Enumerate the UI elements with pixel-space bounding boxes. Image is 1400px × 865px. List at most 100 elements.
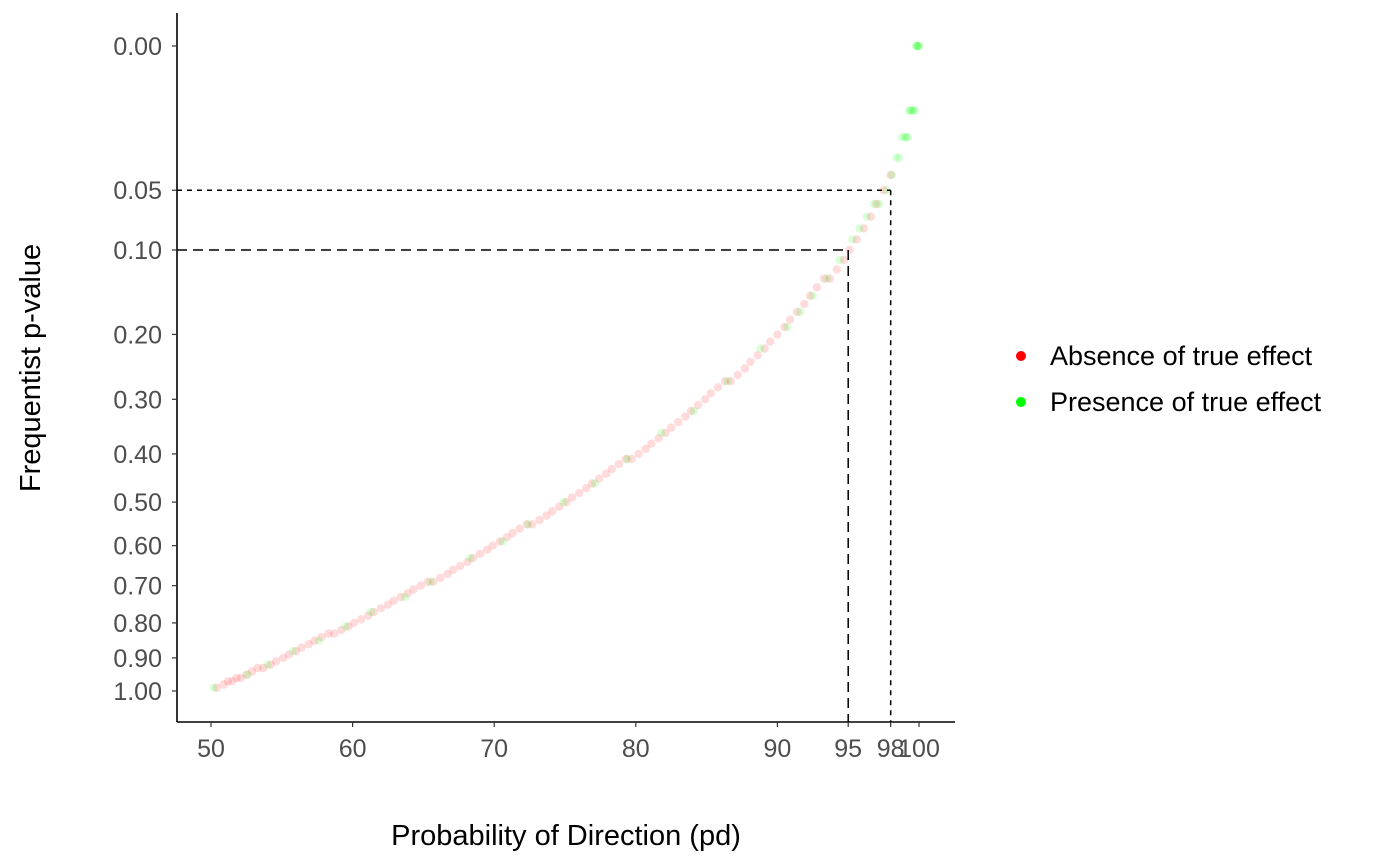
point-presence-8 (426, 577, 435, 586)
point-absence-6 (242, 670, 251, 679)
point-presence-17 (723, 377, 732, 386)
point-presence-10 (498, 537, 507, 546)
x-tick-label: 98 (877, 735, 905, 763)
point-presence-6 (366, 607, 376, 617)
point-presence-38 (906, 106, 915, 115)
point-presence-28 (875, 199, 884, 209)
point-presence-40 (909, 106, 918, 115)
y-tick-label: 1.00 (113, 678, 162, 706)
point-absence-69 (654, 434, 663, 443)
point-absence-48 (515, 524, 524, 533)
point-absence-11 (271, 657, 281, 666)
point-presence-21 (808, 291, 817, 300)
point-absence-98 (845, 245, 854, 255)
point-absence-83 (746, 357, 755, 367)
point-absence-91 (800, 299, 809, 309)
point-absence-92 (805, 291, 815, 300)
y-tick-label: 0.20 (113, 321, 162, 349)
point-presence-16 (689, 406, 699, 416)
point-presence-42 (912, 41, 921, 51)
point-absence-18 (317, 633, 326, 642)
point-presence-44 (913, 41, 922, 51)
point-presence-32 (895, 153, 904, 162)
point-presence-43 (912, 41, 922, 51)
point-presence-9 (465, 553, 475, 563)
point-presence-41 (910, 106, 919, 115)
point-absence-97 (839, 255, 849, 265)
point-absence-15 (297, 643, 306, 652)
point-presence-12 (559, 497, 568, 507)
point-absence-85 (760, 344, 769, 353)
point-absence-47 (508, 528, 517, 538)
x-tick-label: 70 (480, 735, 508, 763)
point-absence-72 (674, 417, 683, 427)
y-tick-label: 0.30 (113, 386, 162, 414)
point-absence-21 (337, 625, 346, 635)
point-absence-10 (266, 660, 275, 669)
y-axis-title: Frequentist p-value (15, 244, 47, 492)
point-presence-29 (882, 186, 891, 195)
reference-lines (177, 189, 892, 722)
point-absence-5 (236, 673, 245, 683)
point-absence-9 (259, 663, 268, 673)
point-absence-45 (495, 537, 505, 546)
x-tick-label: 100 (898, 735, 940, 763)
point-absence-66 (634, 449, 643, 459)
point-absence-100 (859, 224, 868, 233)
point-absence-29 (389, 596, 398, 605)
point-absence-22 (344, 622, 353, 631)
x-tick-label: 80 (622, 735, 650, 763)
point-presence-36 (903, 133, 912, 142)
point-absence-99 (852, 235, 861, 244)
point-absence-58 (582, 484, 591, 493)
point-absence-89 (785, 315, 795, 324)
point-presence-33 (897, 133, 907, 142)
point-absence-43 (482, 545, 492, 554)
point-absence-4 (232, 673, 241, 683)
point-absence-46 (502, 533, 512, 542)
point-presence-3 (288, 646, 298, 656)
point-presence-39 (907, 106, 917, 115)
points-layer (209, 41, 924, 692)
point-absence-31 (403, 589, 412, 598)
x-tick-label: 95 (834, 735, 862, 763)
point-absence-79 (720, 377, 730, 386)
point-absence-63 (614, 459, 623, 469)
point-absence-88 (780, 322, 789, 332)
point-absence-67 (641, 444, 650, 453)
y-tick-label: 0.00 (113, 33, 162, 61)
y-tick-label: 0.40 (113, 441, 162, 469)
point-absence-14 (291, 646, 301, 656)
point-absence-87 (773, 330, 782, 339)
point-absence-84 (753, 351, 762, 360)
point-absence-95 (825, 274, 834, 283)
point-absence-25 (364, 611, 373, 620)
point-presence-46 (914, 41, 924, 51)
point-absence-26 (369, 607, 378, 617)
point-presence-14 (623, 454, 632, 464)
point-absence-65 (627, 454, 636, 464)
point-absence-77 (706, 389, 715, 398)
point-presence-27 (869, 199, 878, 209)
y-tick-label: 0.70 (113, 573, 162, 601)
point-absence-80 (726, 377, 735, 386)
x-axis-title: Probability of Direction (pd) (391, 820, 741, 852)
point-absence-103 (879, 186, 888, 195)
point-presence-26 (862, 212, 871, 221)
point-absence-39 (456, 561, 465, 571)
point-absence-40 (463, 557, 472, 567)
axes (176, 13, 955, 723)
point-absence-24 (356, 615, 366, 624)
point-absence-12 (279, 653, 288, 663)
point-absence-57 (575, 488, 584, 498)
point-absence-53 (548, 506, 557, 516)
point-absence-19 (324, 629, 333, 638)
point-absence-60 (594, 474, 604, 483)
point-absence-27 (376, 604, 386, 613)
point-presence-18 (756, 344, 765, 353)
point-presence-31 (892, 153, 901, 162)
point-absence-42 (475, 549, 485, 559)
point-absence-51 (535, 515, 544, 525)
